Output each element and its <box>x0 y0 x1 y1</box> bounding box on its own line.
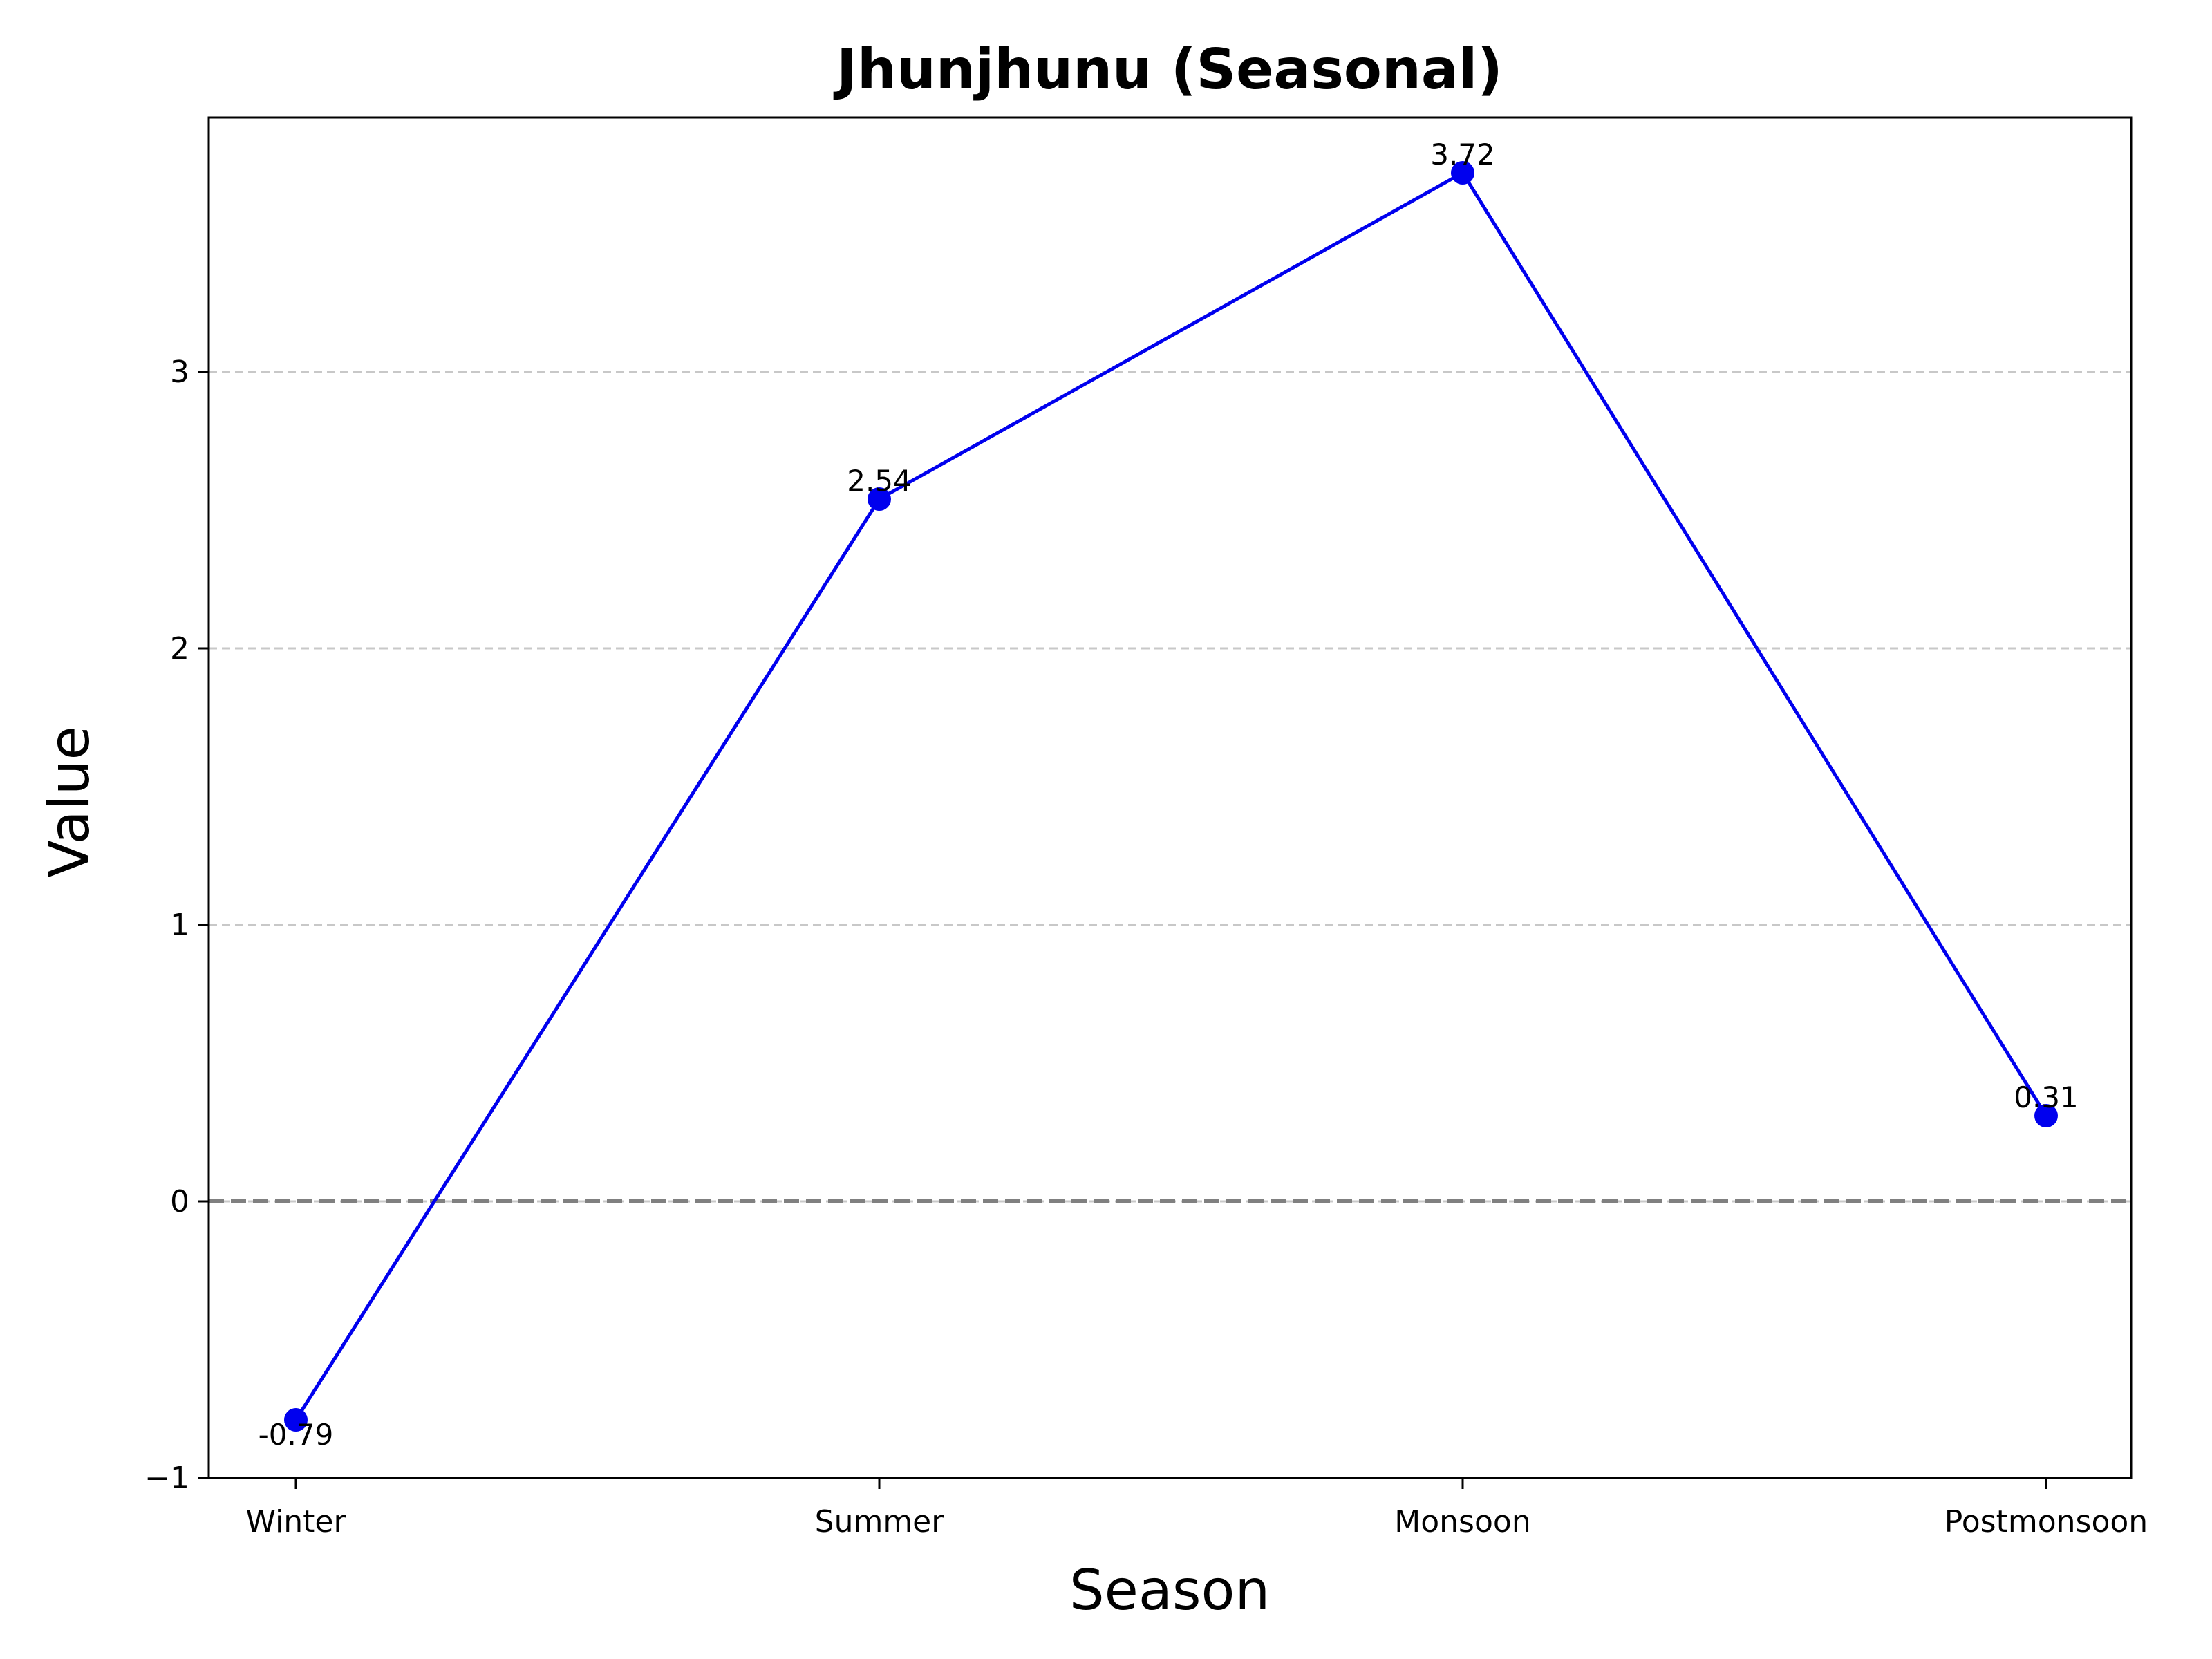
x-tick-label-1: Summer <box>815 1504 945 1539</box>
series <box>284 161 2058 1432</box>
data-label-summer: 2.54 <box>847 464 912 498</box>
y-tick-label-0: −1 <box>144 1461 189 1496</box>
data-label-postmonsoon: 0.31 <box>2014 1080 2079 1114</box>
y-tick-label-2: 1 <box>170 908 189 943</box>
x-tick-label-3: Postmonsoon <box>1944 1504 2148 1539</box>
data-labels: -0.79 2.54 3.72 0.31 <box>259 138 2079 1452</box>
data-point-monsoon <box>1451 161 1474 185</box>
x-tick-label-0: Winter <box>245 1504 346 1539</box>
data-point-winter <box>284 1408 308 1432</box>
chart-title: Jhunjhunu (Seasonal) <box>833 37 1503 102</box>
data-label-winter: -0.79 <box>259 1418 334 1452</box>
y-tick-label-1: 0 <box>170 1184 189 1219</box>
plot-area-frame <box>207 116 2133 1479</box>
data-label-monsoon: 3.72 <box>1430 138 1495 171</box>
x-axis-label: Season <box>1069 1558 1270 1622</box>
y-tick-label-3: 2 <box>170 631 189 666</box>
x-tick-label-2: Monsoon <box>1394 1504 1530 1539</box>
series-line-0 <box>294 171 2048 1421</box>
x-ticks: Winter Summer Monsoon Postmonsoon <box>245 1478 2148 1539</box>
y-ticks: −1 0 1 2 3 <box>144 355 209 1496</box>
y-tick-label-4: 3 <box>170 355 189 390</box>
y-axis-label: Value <box>37 726 102 878</box>
data-point-postmonsoon <box>2034 1104 2058 1127</box>
data-point-summer <box>868 487 891 511</box>
